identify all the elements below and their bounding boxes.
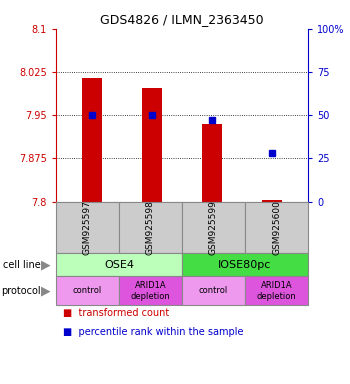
Text: cell line: cell line: [2, 260, 40, 270]
Text: ARID1A
depletion: ARID1A depletion: [131, 281, 170, 301]
Text: GSM925598: GSM925598: [146, 200, 155, 255]
Text: GSM925600: GSM925600: [272, 200, 281, 255]
Text: control: control: [73, 286, 102, 295]
Text: ■  percentile rank within the sample: ■ percentile rank within the sample: [63, 327, 244, 337]
Text: ▶: ▶: [41, 285, 51, 297]
Text: GSM925599: GSM925599: [209, 200, 218, 255]
Text: ARID1A
depletion: ARID1A depletion: [257, 281, 296, 301]
Text: GSM925597: GSM925597: [83, 200, 92, 255]
Bar: [262, 200, 282, 202]
Text: OSE4: OSE4: [104, 260, 134, 270]
Text: GDS4826 / ILMN_2363450: GDS4826 / ILMN_2363450: [100, 13, 264, 26]
Text: IOSE80pc: IOSE80pc: [218, 260, 272, 270]
Bar: [202, 124, 222, 202]
Bar: [142, 88, 162, 202]
Bar: [82, 78, 102, 202]
Text: ▶: ▶: [41, 258, 51, 271]
Text: ■  transformed count: ■ transformed count: [63, 308, 169, 318]
Text: control: control: [199, 286, 228, 295]
Text: protocol: protocol: [1, 286, 40, 296]
